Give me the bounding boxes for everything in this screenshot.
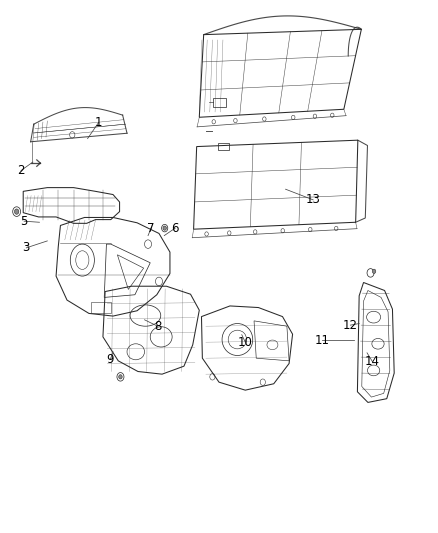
Circle shape	[163, 226, 166, 230]
Text: 9: 9	[106, 353, 114, 366]
Text: 1: 1	[95, 116, 102, 129]
Text: 8: 8	[154, 320, 161, 333]
Text: 2: 2	[17, 164, 25, 177]
Text: 7: 7	[147, 222, 155, 235]
Text: 5: 5	[21, 215, 28, 228]
Text: 3: 3	[23, 241, 30, 254]
Text: 6: 6	[171, 222, 179, 235]
Circle shape	[372, 269, 376, 273]
Text: 12: 12	[343, 319, 358, 332]
Text: 10: 10	[238, 336, 253, 349]
Text: 14: 14	[365, 355, 380, 368]
Text: 13: 13	[306, 193, 321, 206]
Text: 11: 11	[314, 334, 329, 346]
Circle shape	[119, 375, 122, 379]
Circle shape	[14, 209, 19, 214]
